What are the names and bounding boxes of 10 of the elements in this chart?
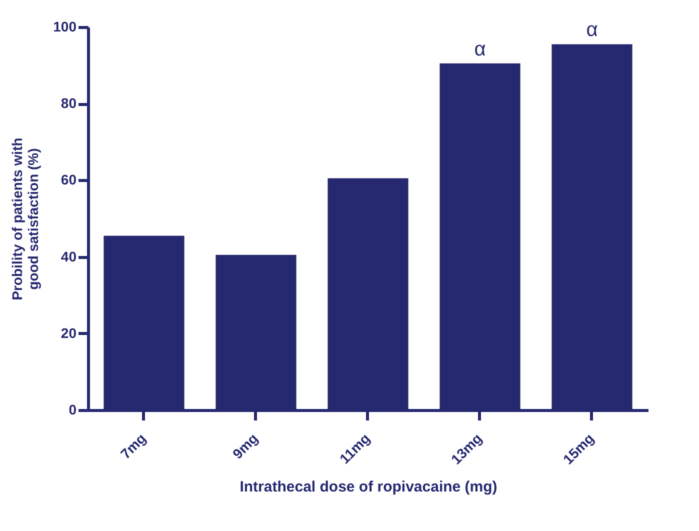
y-tick-label: 0 xyxy=(68,402,77,418)
annotation: α xyxy=(586,19,598,42)
y-tick-label: 100 xyxy=(53,18,77,34)
y-tick-label: 60 xyxy=(60,172,77,188)
y-tick-label: 20 xyxy=(60,324,77,341)
x-axis-title: Intrathecal dose of ropivacaine (mg) xyxy=(240,478,498,496)
y-tick-label: 80 xyxy=(60,95,77,112)
y-tick-label: 40 xyxy=(60,248,77,264)
annotation: α xyxy=(474,38,486,60)
y-axis-title: Probility of patients with good satisfaction (%) xyxy=(9,138,42,300)
